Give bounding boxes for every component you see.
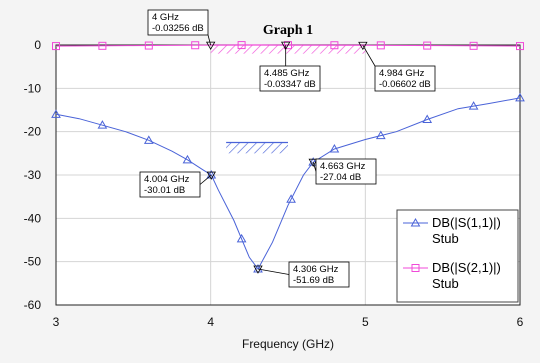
- annotation-box: [147, 9, 209, 36]
- annotation-leader: [257, 268, 290, 275]
- triangle-marker: [51, 109, 61, 118]
- triangle-marker: [375, 130, 386, 140]
- annotation-layer: 4 GHz-0.03256 dB 4.485 GHz-0.03347 dB 4.98…: [139, 9, 436, 288]
- x-tick-label: 3: [53, 315, 60, 329]
- x-axis-label: Frequency (GHz): [242, 337, 334, 351]
- series-line-s11: [55, 97, 521, 270]
- y-tick-label: 0: [34, 38, 41, 52]
- triangle-marker: [422, 114, 433, 124]
- annotation-frequency: 4.485 GHz: [264, 68, 310, 79]
- chart-title: Graph 1: [263, 23, 313, 38]
- square-marker: [330, 41, 339, 50]
- x-tick-label: 6: [517, 315, 524, 329]
- square-marker: [52, 42, 60, 51]
- annotation-value: -0.03256 dB: [152, 23, 204, 34]
- series-line-s21: [55, 44, 521, 47]
- square-marker: [423, 41, 432, 50]
- annotation-marker: [358, 41, 368, 51]
- annotation-marker: [253, 265, 263, 274]
- annotation-marker: [280, 41, 291, 50]
- annotation-value: -0.03347 dB: [264, 79, 316, 90]
- y-tick-label: -40: [24, 211, 42, 225]
- square-marker: [237, 41, 246, 50]
- annotation-box: [139, 171, 201, 198]
- triangle-marker: [206, 170, 217, 179]
- annotation-frequency: 4.306 GHz: [293, 264, 339, 275]
- legend-triangle-marker: [410, 217, 421, 227]
- annotation-box: [259, 65, 321, 92]
- y-tick-label: -10: [24, 81, 42, 95]
- legend-series-name: DB(|S(2,1)|): [432, 260, 501, 275]
- annotation-marker: [308, 158, 318, 167]
- square-marker: [284, 41, 292, 50]
- square-marker: [516, 42, 524, 51]
- annotation-leader: [362, 45, 376, 67]
- tick-labels: 3 4 5 6 0 -10 -20 -30 -40 -50 -60: [24, 38, 524, 329]
- x-tick-label: 5: [362, 315, 369, 329]
- square-marker: [191, 41, 200, 50]
- triangle-marker: [329, 143, 340, 153]
- annotation-box: [288, 261, 350, 288]
- y-tick-label: -20: [24, 125, 42, 139]
- triangle-marker: [182, 154, 193, 164]
- square-marker: [98, 41, 107, 50]
- triangle-marker: [253, 263, 263, 273]
- square-marker: [144, 41, 153, 50]
- y-tick-label: -50: [24, 255, 42, 269]
- annotation-marker: [206, 171, 216, 180]
- annotation-marker: [205, 41, 216, 50]
- legend-square-marker: [411, 264, 420, 272]
- x-tick-label: 4: [207, 315, 214, 329]
- annotation-leader: [312, 162, 317, 172]
- legend-series-name: DB(|S(1,1)|): [432, 215, 501, 230]
- triangle-marker: [308, 157, 319, 166]
- annotation-value: -0.06602 dB: [379, 79, 431, 90]
- annotation-value: -51.69 dB: [293, 275, 334, 286]
- y-tick-label: -60: [24, 298, 42, 312]
- square-marker: [469, 41, 478, 50]
- annotation-value: -27.04 dB: [320, 172, 361, 183]
- legend-box: [396, 209, 519, 303]
- triangle-marker: [468, 101, 479, 110]
- triangle-marker: [97, 120, 108, 129]
- spec-region: [210, 45, 366, 54]
- annotation-leader: [199, 174, 212, 185]
- triangle-marker: [143, 135, 154, 144]
- annotation-frequency: 4 GHz: [152, 12, 179, 23]
- annotation-frequency: 4.984 GHz: [379, 68, 425, 79]
- triangle-marker: [236, 233, 247, 243]
- series-layer: [55, 44, 521, 270]
- annotation-frequency: 4.663 GHz: [320, 161, 366, 172]
- marker-layer: [51, 41, 525, 273]
- annotation-value: -30.01 dB: [144, 185, 185, 196]
- annotation-box: [315, 158, 377, 185]
- annotation-box: [374, 65, 436, 92]
- annotation-frequency: 4.004 GHz: [144, 174, 190, 185]
- triangle-marker: [515, 92, 525, 102]
- spec-region: [226, 142, 288, 154]
- legend-series-sub: Stub: [432, 231, 459, 246]
- annotation-leader: [207, 34, 212, 46]
- triangle-marker: [286, 194, 296, 203]
- legend-series-sub: Stub: [432, 276, 459, 291]
- y-tick-label: -30: [24, 168, 42, 182]
- square-marker: [376, 41, 385, 50]
